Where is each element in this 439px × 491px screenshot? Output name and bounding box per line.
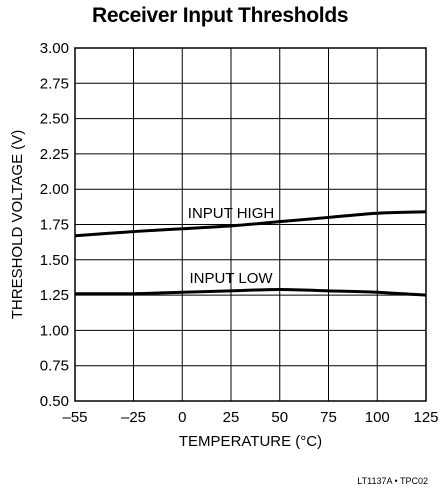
y-tick-label: 1.25 [40,287,69,304]
x-tick-label: 25 [223,409,240,426]
y-tick-label: 3.00 [40,40,69,57]
y-tick-label: 1.50 [40,252,69,269]
x-tick-label: 50 [271,409,288,426]
x-axis-label: TEMPERATURE (°C) [179,433,322,450]
series-label-input-high: INPUT HIGH [188,205,274,222]
x-tick-label: –25 [121,409,146,426]
series-layer [74,210,427,297]
x-tick-label: 75 [320,409,337,426]
chart-title: Receiver Input Thresholds [92,4,349,27]
y-tick-label: 1.00 [40,322,69,339]
series-label-input-low: INPUT LOW [189,270,273,287]
x-tick-label: 125 [413,409,438,426]
x-tick-label: 100 [365,409,390,426]
y-tick-label: 2.00 [40,181,69,198]
y-axis-label: THRESHOLD VOLTAGE (V) [9,130,26,319]
figure-footnote: LT1137A • TPC02 [357,476,428,486]
x-tick-label: –55 [62,409,87,426]
y-tick-label: 2.75 [40,75,69,92]
x-tick-label: 0 [178,409,186,426]
label-layer: INPUT HIGH INPUT LOW TEMPERATURE (°C) THRES… [9,130,428,486]
y-tick-label: 2.25 [40,146,69,163]
y-tick-label: 0.50 [40,393,69,410]
tick-label-layer: –55 –25 0 25 50 75 100 125 0.50 0.75 1.00 1.25 1.50 1… [40,40,439,426]
y-tick-label: 0.75 [40,358,69,375]
series-line-input-high [74,210,427,238]
plot-frame [74,47,427,402]
series-line-input-low [74,287,427,297]
y-tick-label: 2.50 [40,111,69,128]
y-tick-label: 1.75 [40,217,69,234]
